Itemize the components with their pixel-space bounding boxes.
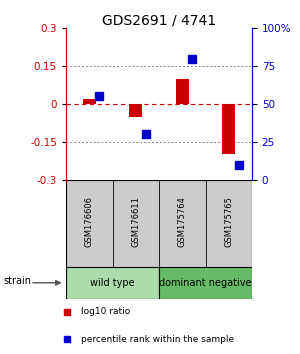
Text: GSM176611: GSM176611 [131, 196, 140, 247]
Point [97, 93, 102, 99]
Point [144, 131, 148, 137]
Title: GDS2691 / 4741: GDS2691 / 4741 [102, 13, 216, 27]
Point [65, 336, 70, 342]
Text: GSM175765: GSM175765 [224, 196, 233, 247]
Text: strain: strain [3, 276, 31, 286]
Text: wild type: wild type [90, 278, 135, 288]
Bar [66, 180, 112, 267]
Text: GSM175764: GSM175764 [178, 196, 187, 247]
Bar [222, 104, 235, 154]
Text: dominant negative: dominant negative [159, 278, 252, 288]
Bar [159, 267, 252, 299]
Bar [206, 180, 252, 267]
Bar [176, 79, 189, 104]
Point [237, 162, 242, 167]
Text: GSM176606: GSM176606 [85, 196, 94, 247]
Point [190, 56, 195, 62]
Bar [112, 180, 159, 267]
Text: percentile rank within the sample: percentile rank within the sample [81, 335, 234, 344]
Bar [66, 267, 159, 299]
Point [65, 309, 70, 315]
Bar [159, 180, 206, 267]
Bar [129, 104, 142, 116]
Bar [83, 99, 96, 104]
Text: log10 ratio: log10 ratio [81, 307, 130, 316]
